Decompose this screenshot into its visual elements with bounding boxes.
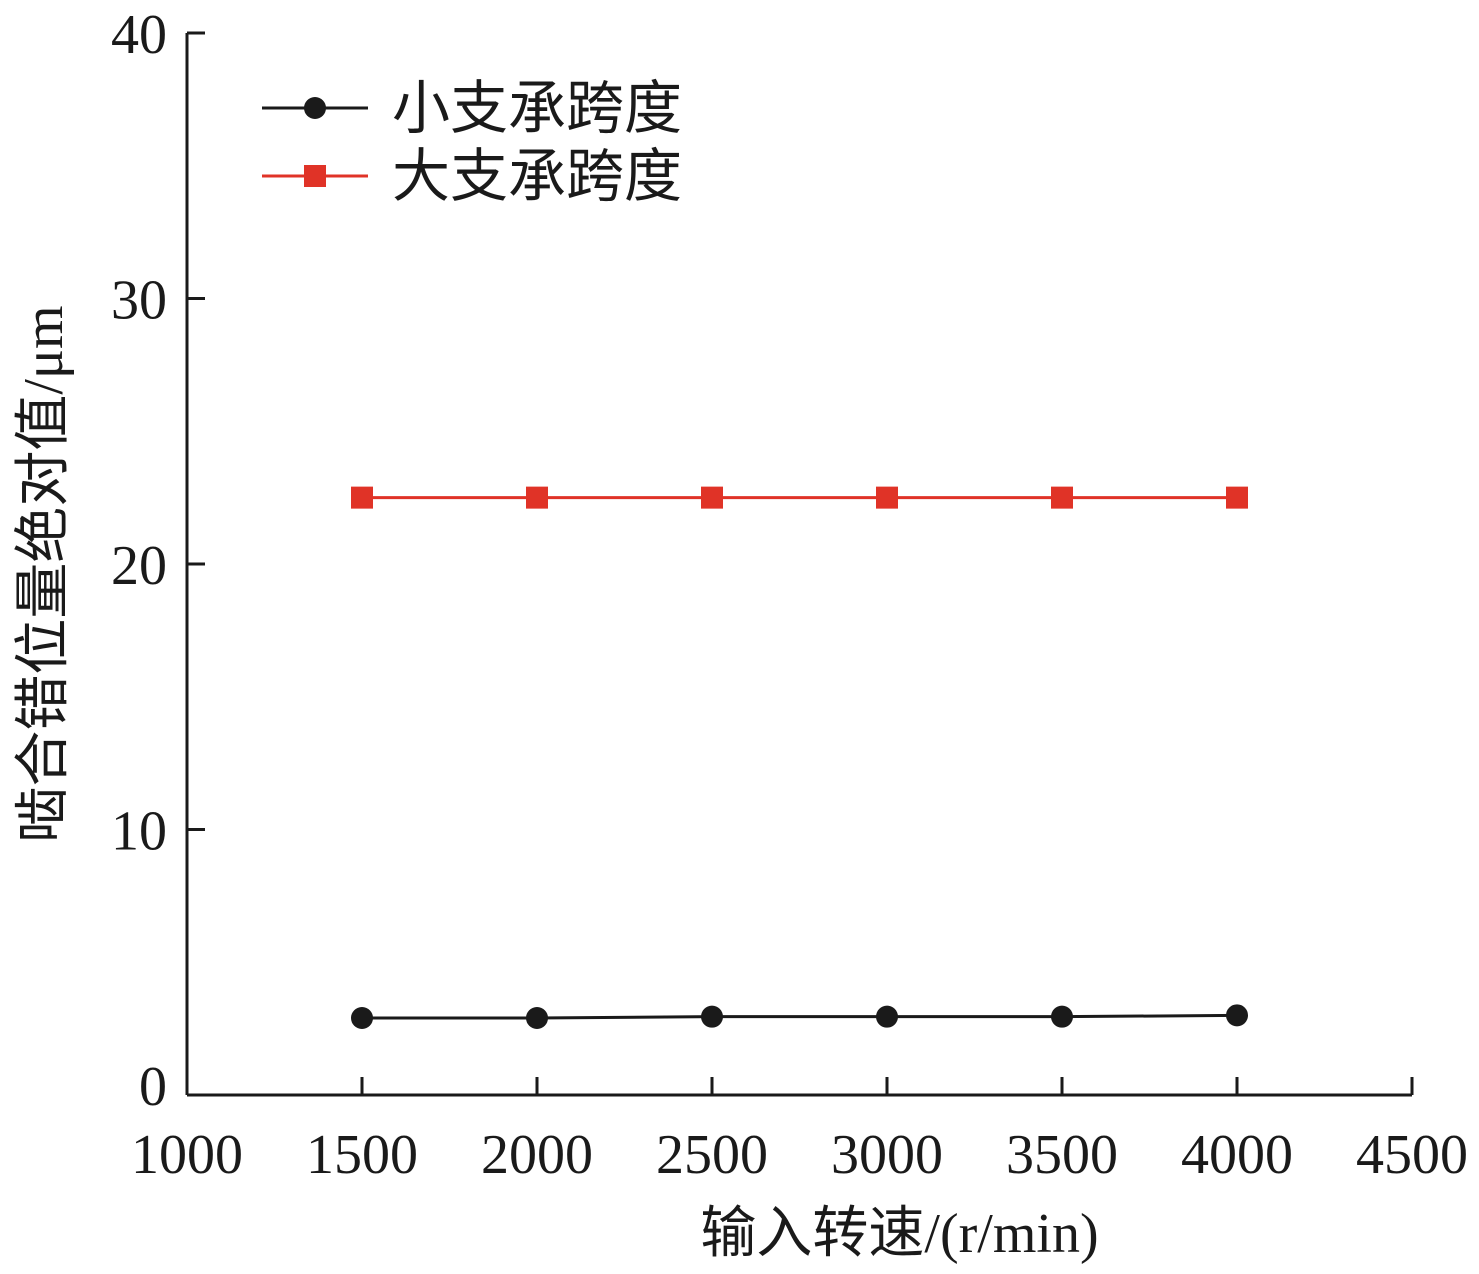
data-point-circle bbox=[1226, 1004, 1248, 1027]
data-point-circle bbox=[876, 1005, 898, 1028]
series-1 bbox=[351, 486, 1248, 509]
data-point-circle bbox=[1051, 1005, 1073, 1028]
y-tick-label: 40 bbox=[111, 4, 167, 66]
y-tick-label: 10 bbox=[111, 801, 167, 863]
x-tick-label: 1500 bbox=[306, 1124, 418, 1186]
data-point-square bbox=[876, 486, 898, 509]
series-line bbox=[362, 1013, 1238, 1020]
data-point-square bbox=[526, 486, 548, 509]
x-tick-label: 2500 bbox=[656, 1124, 768, 1186]
x-tick-label: 3000 bbox=[831, 1124, 943, 1186]
x-tick-label: 1000 bbox=[131, 1124, 243, 1186]
x-tick-label: 4000 bbox=[1181, 1124, 1293, 1186]
y-tick-label: 30 bbox=[111, 270, 167, 332]
legend-label: 大支承跨度 bbox=[392, 144, 682, 209]
data-point-square bbox=[701, 486, 723, 509]
legend-label: 小支承跨度 bbox=[392, 76, 682, 141]
x-tick-label: 4500 bbox=[1356, 1124, 1468, 1186]
ticks: 1000 1500 2000 2500 3000 3500 4000 4500 0 10 20 30 4… bbox=[111, 4, 1468, 1186]
data-point-circle bbox=[351, 1007, 373, 1030]
x-axis-title: 输入转速/(r/min) bbox=[700, 1203, 1098, 1265]
data-point-circle bbox=[526, 1007, 548, 1030]
legend-item-0: 小支承跨度 bbox=[262, 76, 682, 141]
y-tick-label: 20 bbox=[111, 535, 167, 597]
legend-marker-circle bbox=[304, 97, 326, 119]
axes bbox=[185, 33, 1412, 1097]
series-0 bbox=[351, 1004, 1248, 1030]
series bbox=[351, 486, 1248, 1030]
data-point-square bbox=[1226, 486, 1248, 509]
y-tick-label: 0 bbox=[139, 1056, 167, 1118]
x-tick-label: 2000 bbox=[481, 1124, 593, 1186]
data-point-square bbox=[1051, 486, 1073, 509]
y-axis-title: 啮合错位量绝对值/μm bbox=[13, 305, 75, 842]
data-point-circle bbox=[701, 1005, 723, 1028]
x-tick-label: 3500 bbox=[1006, 1124, 1118, 1186]
legend-marker-square bbox=[304, 165, 326, 187]
data-point-square bbox=[351, 486, 373, 509]
legend-item-1: 大支承跨度 bbox=[262, 144, 682, 209]
